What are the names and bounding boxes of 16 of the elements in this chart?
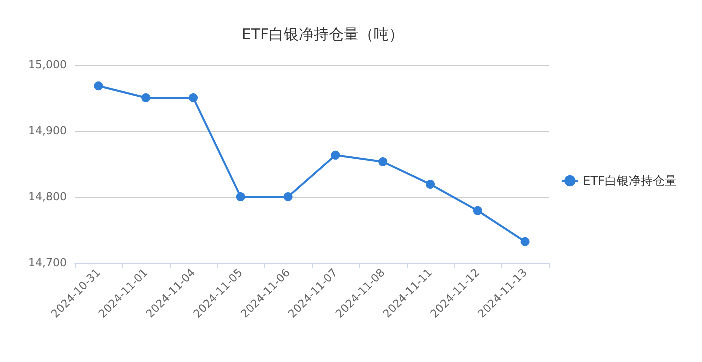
y-tick-label: 14,700: [28, 256, 67, 270]
point: [189, 94, 198, 102]
point: [142, 94, 151, 102]
y-tick-label: 15,000: [28, 58, 67, 72]
point: [331, 150, 340, 160]
point: [94, 82, 104, 91]
y-tick-label: 14,800: [28, 190, 67, 204]
point: [378, 158, 388, 167]
point: [426, 180, 435, 189]
point: [236, 192, 246, 202]
point: [520, 237, 530, 246]
legend-label: ETF白银净持仓量: [583, 174, 678, 188]
point: [284, 192, 293, 202]
point: [473, 206, 482, 216]
chart-title: ETF白银净持仓量（吨）: [242, 26, 404, 44]
y-tick-label: 14,900: [28, 124, 67, 138]
